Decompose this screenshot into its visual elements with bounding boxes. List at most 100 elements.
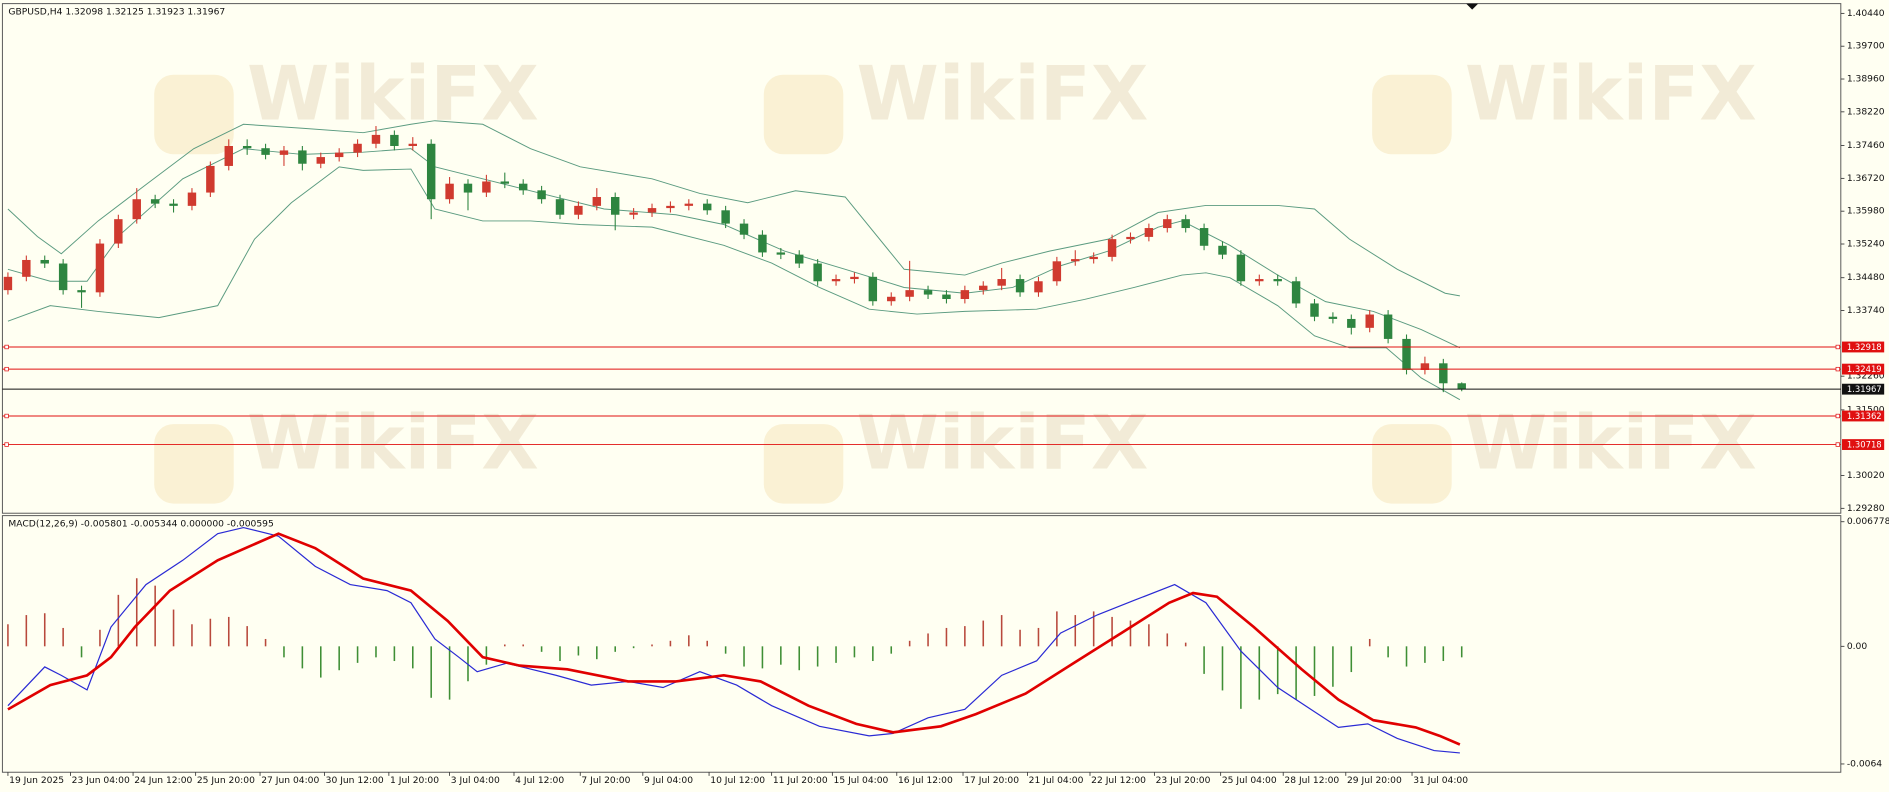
candle-body [316,157,325,164]
chart-title: GBPUSD,H4 1.32098 1.32125 1.31923 1.3196… [8,8,225,18]
candle-body [1328,316,1338,319]
indicator-line [7,532,1461,746]
candle-body [224,145,233,166]
candle-body [537,190,546,200]
y-tick-label: 1.35980 [1847,207,1885,217]
candle-body [1402,338,1411,370]
candle-body [40,259,49,264]
y-tick-label: 1.32260 [1847,372,1885,382]
y-tick-label: 1.36720 [1847,174,1885,184]
candle-body [776,252,786,255]
watermark-text: WikiFX [247,400,539,487]
candle-body [298,150,307,164]
x-tick-label: 16 Jul 12:00 [898,776,953,786]
candle-body [666,205,675,209]
candle-body [923,290,933,295]
candle-body [1052,261,1062,282]
candle-body [279,150,289,155]
candle-body [1181,219,1190,229]
x-tick-label: 25 Jul 04:00 [1222,776,1277,786]
candle-body [610,196,620,215]
level-label-box [1842,410,1885,422]
x-tick-label: 15 Jul 04:00 [834,776,889,786]
watermark-text: WikiFX [1465,400,1757,487]
candle-body [739,223,749,235]
candle-body [960,290,970,300]
x-tick-label: 1 Jul 20:00 [390,776,439,786]
level-handle [4,442,9,447]
candle-body [206,165,215,193]
x-tick-label: 7 Jul 20:00 [581,776,630,786]
candle-body [997,279,1006,286]
candle-body [555,199,565,215]
level-label: 1.30718 [1847,439,1882,449]
candle-body [22,259,31,277]
candle-body [1255,279,1264,282]
indicator-line [7,120,1460,297]
x-tick-label: 22 Jul 12:00 [1091,776,1146,786]
x-tick-label: 28 Jul 12:00 [1284,776,1339,786]
candle-body [813,263,822,282]
candle-body [426,143,436,200]
candle-body [1310,303,1319,317]
candle-body [795,254,804,264]
x-tick-label: 30 Jun 12:00 [326,776,384,786]
x-tick-label: 27 Jun 04:00 [261,776,319,786]
candle-body [905,290,914,297]
candle-body [150,199,160,204]
candle-body [95,243,105,293]
indicator-line [7,166,1461,401]
watermark: WikiFX [763,50,1148,155]
candle-body [390,134,399,146]
candle-body [1273,279,1282,282]
candle-body [868,276,878,302]
candle-body [703,203,712,211]
y-tick-label: 1.38220 [1847,107,1885,117]
x-tick-label: 25 Jun 20:00 [197,776,255,786]
y-tick-label: 0.00 [1847,642,1868,652]
candle-body [3,276,13,291]
watermark: WikiFX [763,400,1148,504]
shift-marker [1466,3,1479,10]
level-handle [4,413,9,419]
watermark-text: WikiFX [1465,50,1757,137]
main-panel-frame [1,3,1842,514]
candle-body [242,145,252,149]
y-tick-label: 1.35240 [1847,240,1885,250]
candle-body [629,212,638,215]
candle-body [1236,254,1246,282]
x-tick-label: 17 Jul 20:00 [964,776,1019,786]
candle-body [1439,363,1448,384]
macd-panel-frame [1,515,1842,773]
candle-body [574,205,583,215]
x-tick-label: 21 Jul 04:00 [1029,776,1084,786]
x-tick-label: 11 Jul 20:00 [773,776,828,786]
x-tick-label: 29 Jul 20:00 [1347,776,1402,786]
candle-body [1457,383,1466,390]
watermarks: WikiFX WikiFX WikiFX WikiFX WikiFX WikiF… [154,50,1757,504]
x-tick-label: 10 Jul 12:00 [710,776,765,786]
level-label: 1.32918 [1847,342,1882,352]
level-handle [4,366,9,372]
candle-body [1034,281,1043,293]
candle-body [721,210,730,224]
level-label-box [1842,341,1885,353]
y-tick-label: 1.37460 [1847,141,1885,151]
candle-body [77,290,86,293]
y-tick-label: 1.30020 [1847,471,1885,481]
y-tick-label: -0.0064 [1847,759,1882,769]
candle-body [887,296,896,302]
watermark: WikiFX [154,400,539,504]
x-tick-label: 23 Jun 04:00 [72,776,130,786]
level-label: 1.31362 [1847,411,1882,421]
candle-body [58,263,68,291]
candle-body [1071,259,1080,262]
watermark-text: WikiFX [247,50,539,137]
last-price-box [1842,383,1885,395]
y-tick-label: 1.33740 [1847,306,1885,316]
candle-body [1383,314,1393,339]
candle-body [592,196,602,206]
